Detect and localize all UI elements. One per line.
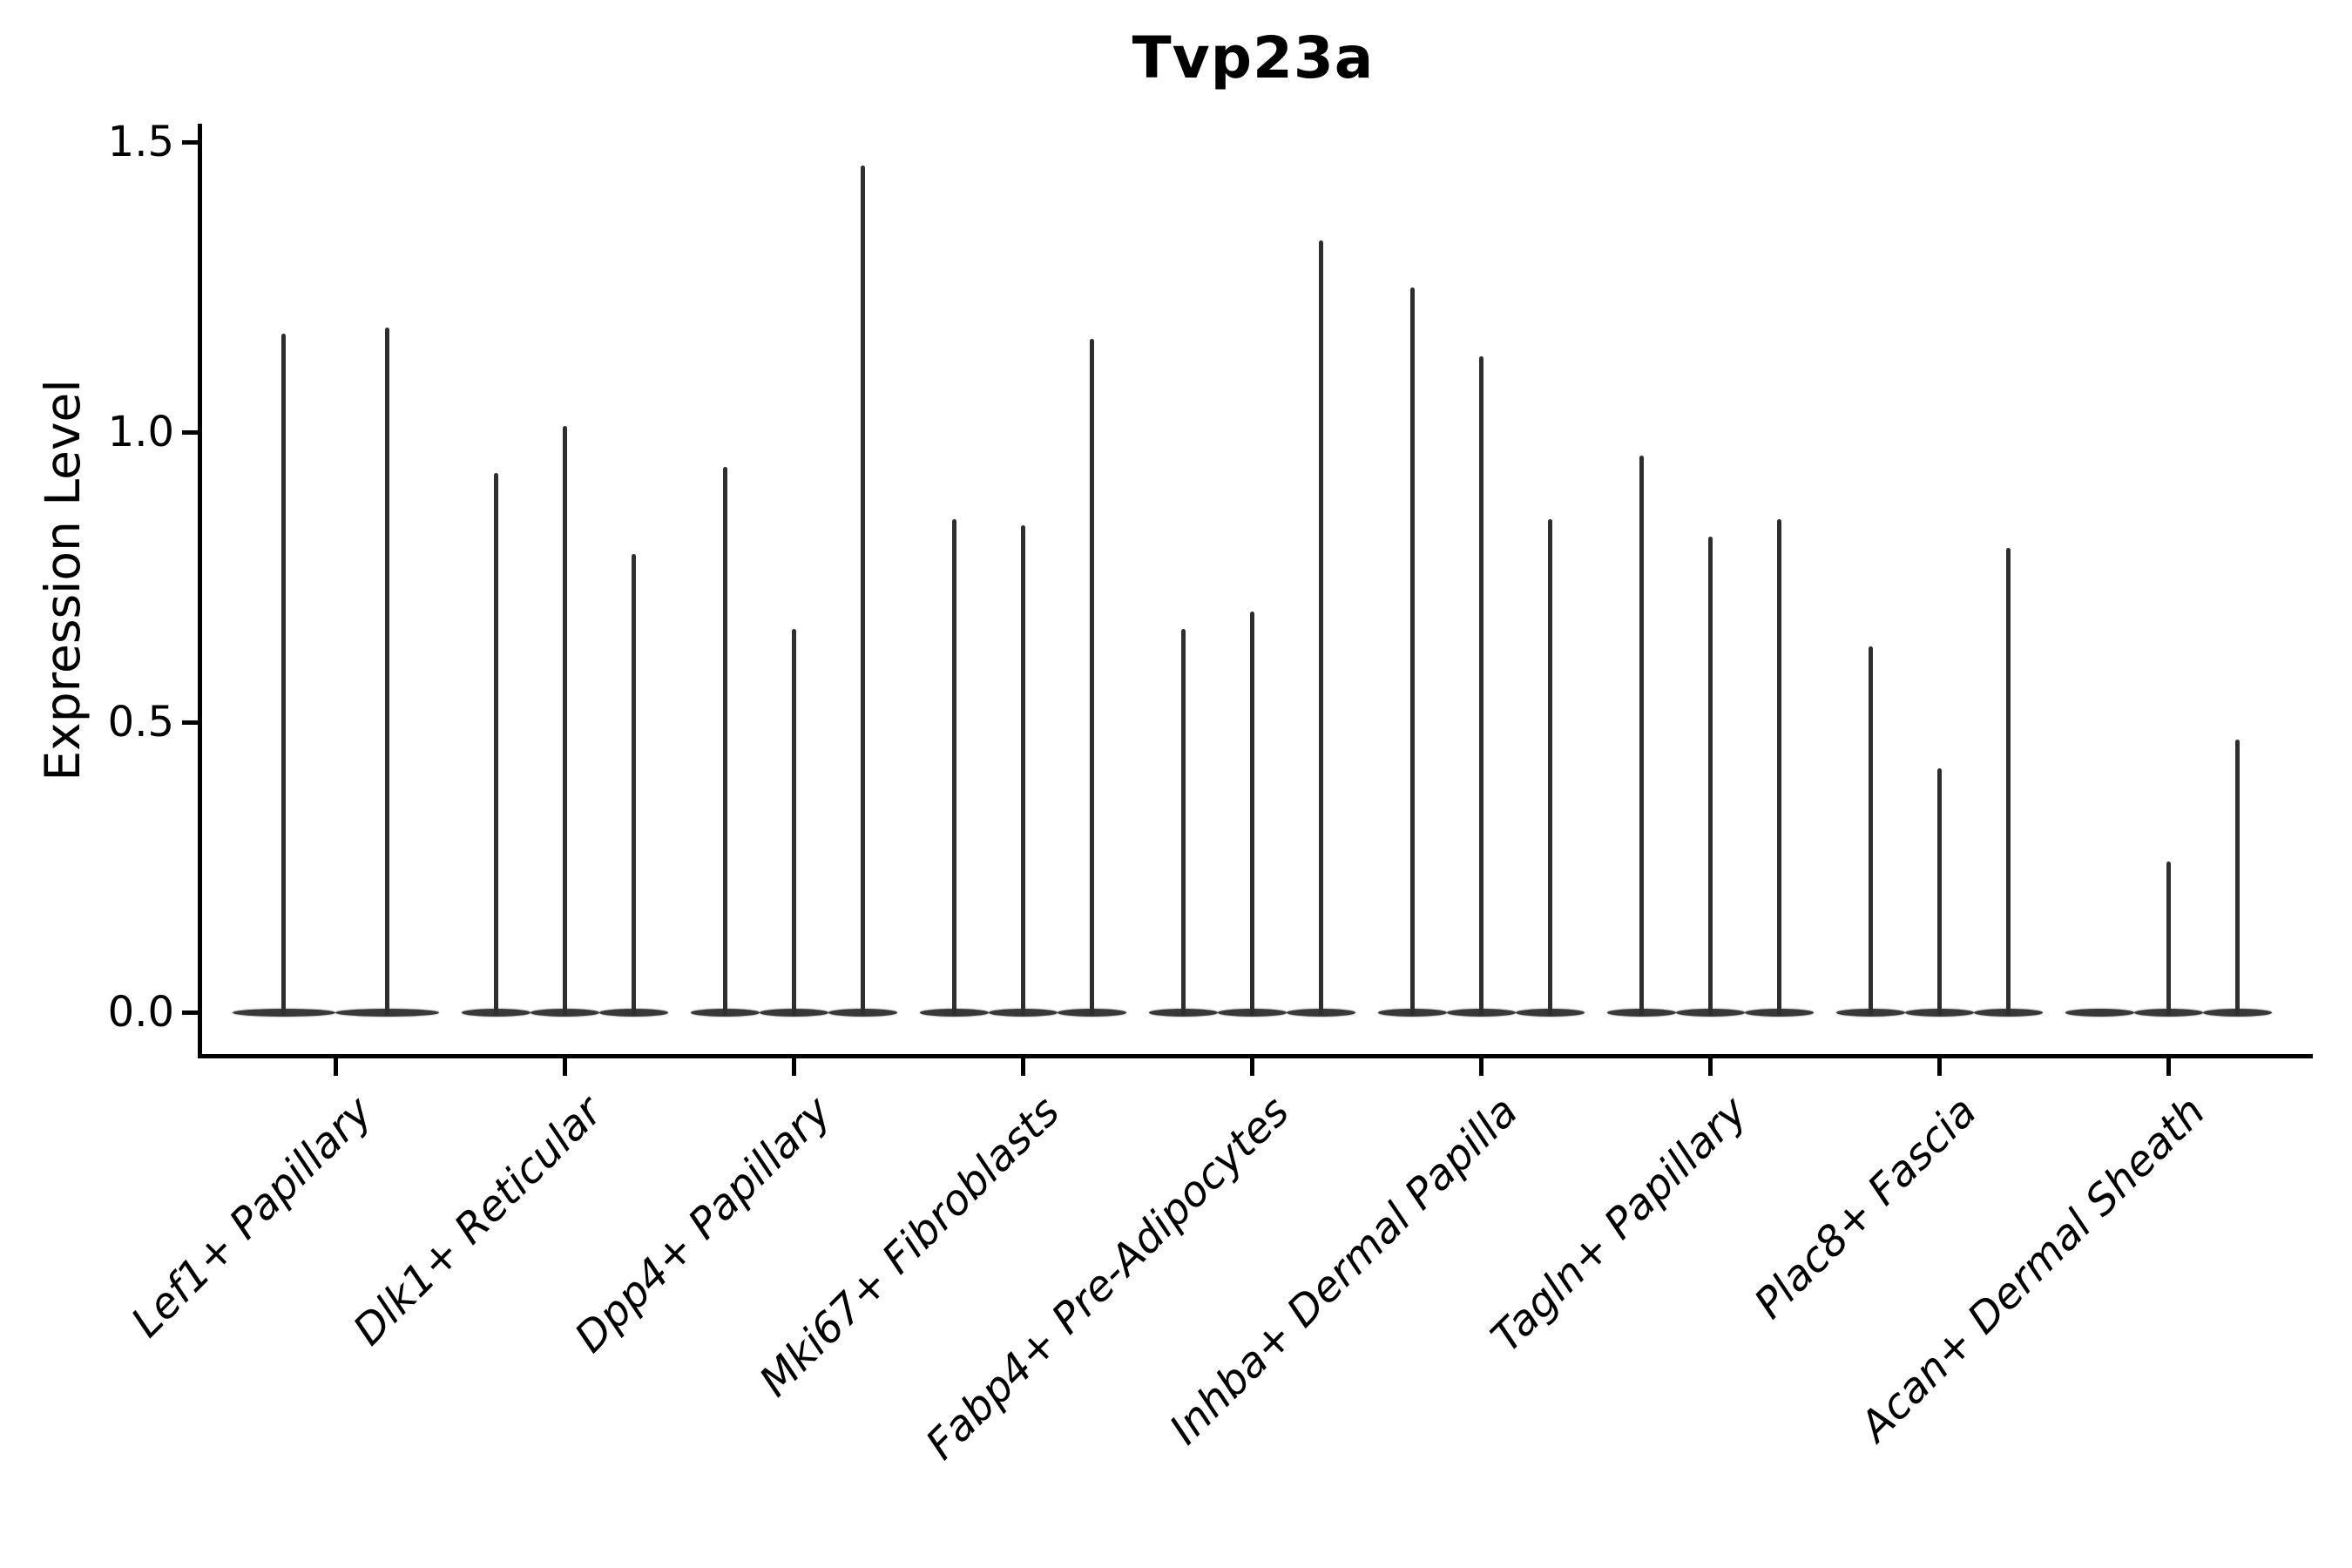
violin-spike <box>1707 536 1713 1015</box>
x-axis-spine <box>198 1054 2313 1058</box>
x-tick <box>2166 1058 2171 1076</box>
x-tick-label: Tagln+ Papillary <box>1482 1087 1757 1362</box>
x-tick <box>1479 1058 1484 1076</box>
y-tick-label: 1.5 <box>107 118 174 166</box>
violin-spike <box>2234 739 2240 1015</box>
x-tick-label: Fabp4+ Pre-Adipocytes <box>916 1087 1299 1470</box>
violin-spike <box>1478 356 1484 1015</box>
x-tick <box>1708 1058 1713 1076</box>
violin-spike <box>791 629 796 1015</box>
violin-spike <box>562 426 567 1015</box>
x-tick-label: Dpp4+ Papillary <box>565 1087 841 1362</box>
y-tick <box>182 1010 198 1015</box>
violin-spike <box>1776 518 1781 1015</box>
violin-spike <box>1639 455 1644 1015</box>
y-tick <box>182 720 198 725</box>
violin-base <box>2065 1009 2134 1017</box>
violin-spike <box>1180 629 1186 1015</box>
y-axis-label: Expression Level <box>35 379 91 781</box>
y-tick-label: 0.5 <box>107 698 174 747</box>
y-tick <box>182 430 198 435</box>
violin-spike <box>281 333 287 1015</box>
x-tick <box>563 1058 567 1076</box>
y-tick <box>182 140 198 145</box>
violin-spike <box>1318 240 1323 1015</box>
chart-title: Tvp23a <box>1132 24 1375 91</box>
y-tick-label: 0.0 <box>107 988 174 1037</box>
x-tick <box>1937 1058 1942 1076</box>
x-tick-label: Dlk1+ Reticular <box>343 1087 612 1355</box>
violin-spike <box>2005 548 2011 1015</box>
violin-spike <box>1249 612 1254 1015</box>
x-tick <box>334 1058 338 1076</box>
violin-spike <box>493 472 498 1015</box>
violin-spike <box>1409 287 1415 1015</box>
violin-spike <box>384 328 389 1015</box>
violin-spike <box>631 553 636 1015</box>
x-tick-label: Lef1+ Papillary <box>122 1087 382 1348</box>
y-axis-spine <box>198 124 202 1058</box>
violin-spike <box>722 466 727 1015</box>
violin-spike <box>1020 524 1025 1015</box>
x-tick <box>1250 1058 1254 1076</box>
violin-spike <box>2166 861 2171 1015</box>
violin-spike <box>1547 518 1552 1015</box>
x-tick <box>792 1058 796 1076</box>
violin-spike <box>1089 339 1094 1015</box>
violin-spike <box>1868 646 1873 1015</box>
y-tick-label: 1.0 <box>107 408 174 456</box>
x-tick <box>1021 1058 1025 1076</box>
violin-spike <box>951 518 956 1015</box>
violin-spike <box>860 165 865 1015</box>
violin-spike <box>1936 768 1942 1015</box>
x-tick-label: Plac8+ Fascia <box>1744 1087 1986 1328</box>
